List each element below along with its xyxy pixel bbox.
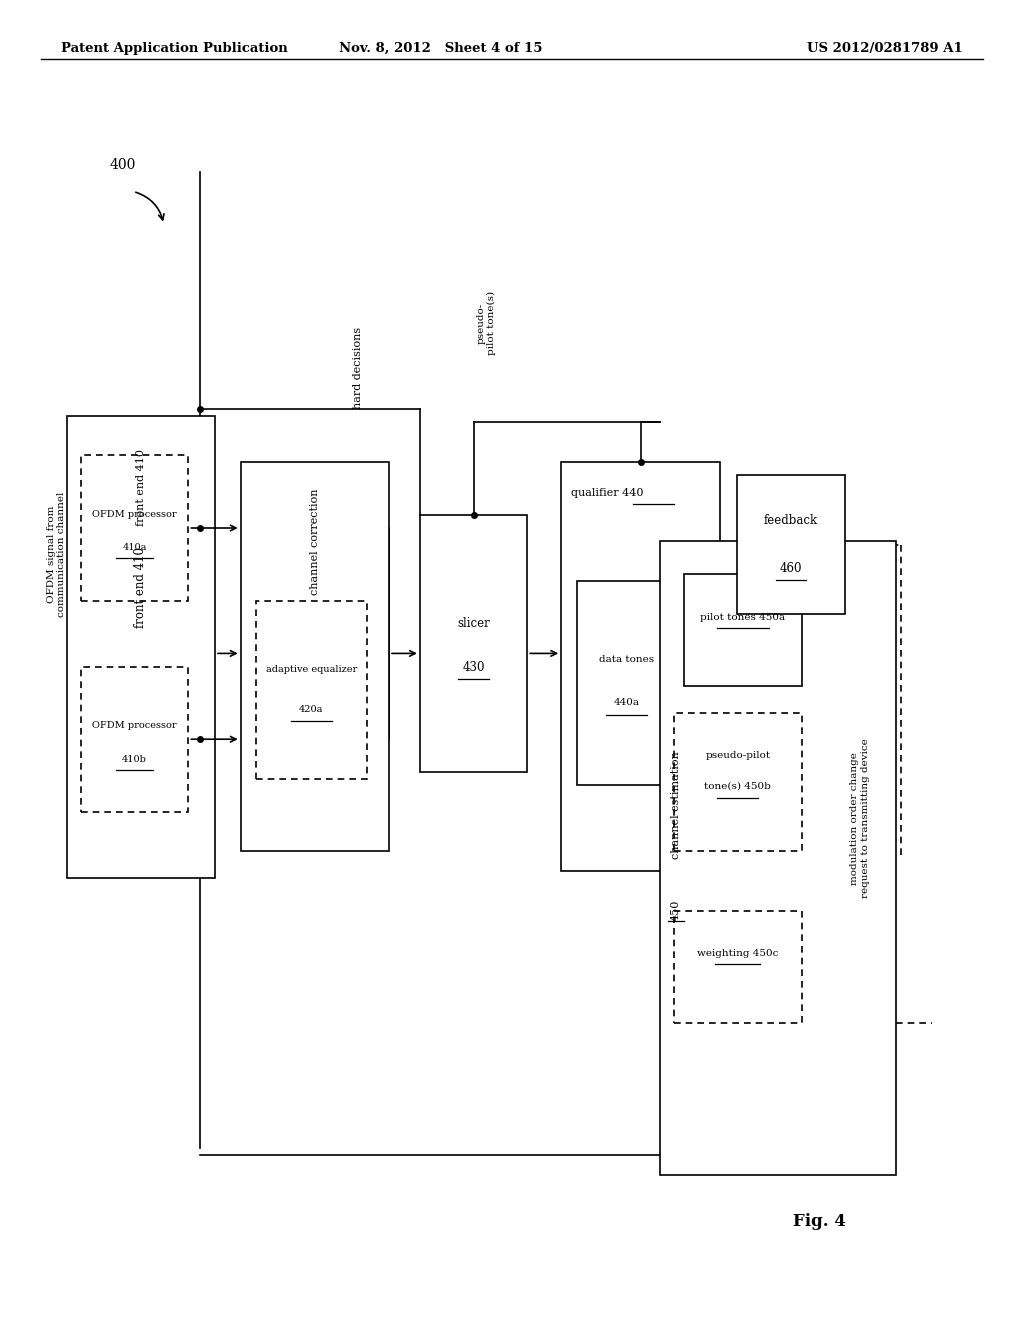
Text: channel correction: channel correction [310, 488, 319, 595]
Text: Nov. 8, 2012   Sheet 4 of 15: Nov. 8, 2012 Sheet 4 of 15 [339, 42, 542, 55]
Text: channel estimation: channel estimation [671, 751, 681, 859]
Text: weighting 450c: weighting 450c [697, 949, 778, 958]
Bar [737, 475, 845, 614]
Text: modulation order change
request to transmitting device: modulation order change request to trans… [851, 738, 869, 899]
Text: adaptive equalizer: adaptive equalizer [265, 665, 357, 675]
Bar [81, 667, 188, 812]
Text: OFDM processor: OFDM processor [92, 722, 177, 730]
Bar [660, 541, 896, 1175]
Text: 410b: 410b [122, 755, 147, 763]
Text: tone(s) 450b: tone(s) 450b [705, 781, 771, 791]
Text: pilot tones 450a: pilot tones 450a [700, 612, 785, 622]
Text: feedback: feedback [764, 515, 818, 527]
Text: 460: 460 [780, 562, 802, 574]
Text: hard decisions: hard decisions [353, 327, 364, 409]
Bar [241, 462, 389, 851]
Text: slicer: slicer [458, 618, 489, 630]
Bar [577, 581, 677, 785]
Text: Patent Application Publication: Patent Application Publication [61, 42, 288, 55]
Text: 400: 400 [110, 157, 136, 172]
Text: pseudo-pilot: pseudo-pilot [706, 751, 770, 760]
Bar [684, 574, 802, 686]
Text: front end 410: front end 410 [136, 449, 145, 525]
Bar [256, 601, 367, 779]
Text: 420a: 420a [299, 705, 324, 714]
Text: 430: 430 [463, 661, 484, 673]
Bar [420, 515, 527, 772]
Text: front end 410: front end 410 [134, 546, 147, 628]
Bar [67, 416, 215, 878]
Text: Fig. 4: Fig. 4 [793, 1213, 846, 1229]
Text: US 2012/0281789 A1: US 2012/0281789 A1 [807, 42, 963, 55]
Text: 440a: 440a [613, 698, 640, 708]
Bar [674, 911, 802, 1023]
Text: pseudo-
pilot tone(s): pseudo- pilot tone(s) [476, 292, 497, 355]
Text: 410a: 410a [123, 544, 146, 552]
Bar [674, 713, 802, 851]
Bar [81, 455, 188, 601]
Text: OFDM processor: OFDM processor [92, 511, 177, 519]
Text: 450: 450 [671, 900, 681, 921]
Text: qualifier 440: qualifier 440 [571, 488, 644, 499]
Text: OFDM signal from
communication channel: OFDM signal from communication channel [47, 492, 66, 616]
Text: data tones: data tones [599, 655, 654, 664]
Bar [561, 462, 720, 871]
